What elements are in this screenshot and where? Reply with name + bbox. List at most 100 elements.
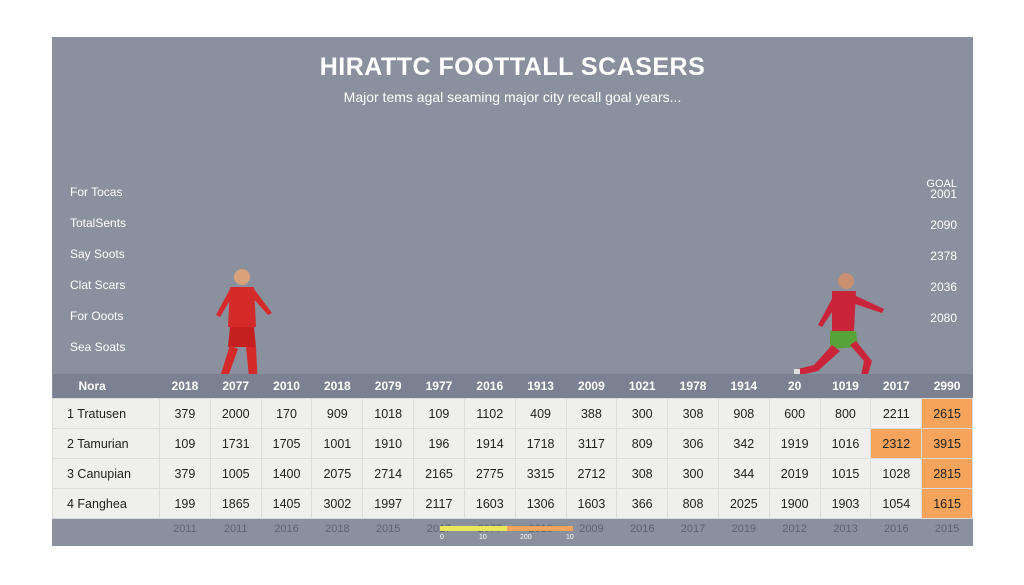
table-row: 4 Fanghea 199 1865 1405 3002 1997 2117 1603 1306…: [52, 488, 973, 519]
table-cell: 300: [616, 398, 669, 429]
table-cell: 2775: [463, 458, 516, 489]
table-cell: 344: [717, 458, 770, 489]
table-cell: 2025: [717, 488, 770, 519]
infographic-panel: HIRATTC FOOTTALL SCASERS Major tems agal…: [52, 37, 973, 546]
column-header: 1977: [413, 374, 465, 399]
footer-year: 2012: [769, 518, 821, 539]
table-cell: 1005: [209, 458, 262, 489]
table-cell: 3315: [514, 458, 567, 489]
left-label: For Ooots: [70, 309, 124, 323]
goal-value: 2001: [930, 187, 957, 201]
table-cell: 109: [413, 398, 465, 429]
table-cell: 109: [159, 428, 211, 459]
table-cell: 409: [514, 398, 567, 429]
data-table: Nora 2018 2077 2010 2018 2079 1977 2016 1913 2009…: [52, 374, 973, 539]
column-header: 2990: [921, 374, 973, 399]
table-cell: 600: [768, 398, 821, 429]
left-label: Say Soots: [70, 247, 125, 261]
table-cell: 366: [616, 488, 669, 519]
table-cell: 1018: [362, 398, 415, 429]
table-cell: 306: [667, 428, 719, 459]
footer-row: 2011201120162018201520172077201820092016…: [52, 518, 973, 539]
table-cell: 2165: [413, 458, 465, 489]
table-cell: 1028: [870, 458, 923, 489]
column-header: Nora: [52, 374, 160, 399]
table-cell: 909: [311, 398, 364, 429]
row-name: 2 Tamurian: [52, 428, 160, 459]
legend-label: 10: [479, 534, 487, 541]
table-cell: 1306: [514, 488, 567, 519]
table-cell: 800: [819, 398, 872, 429]
footer-year: 2015: [362, 518, 414, 539]
footer-year: 2017: [667, 518, 719, 539]
highlighted-cell: 2312: [870, 428, 923, 459]
table-row: 3 Canupian 379 1005 1400 2075 2714 2165 2775 331…: [52, 458, 973, 489]
legend-orange-segment: [506, 526, 573, 531]
column-header: 1914: [718, 374, 770, 399]
column-header: 2009: [566, 374, 617, 399]
footer-blank: [52, 518, 160, 539]
column-header: 2077: [210, 374, 262, 399]
goal-header: GOAL: [926, 178, 957, 190]
footer-year: 2013: [820, 518, 871, 539]
footer-year: 2016: [870, 518, 922, 539]
footer-year: 2015: [921, 518, 973, 539]
legend-yellow-segment: [440, 526, 507, 531]
table-cell: 1603: [565, 488, 618, 519]
table-cell: 1903: [819, 488, 872, 519]
table-cell: 1102: [463, 398, 516, 429]
table-cell: 199: [159, 488, 211, 519]
table-cell: 388: [565, 398, 618, 429]
footer-year: 2018: [311, 518, 363, 539]
table-cell: 379: [159, 398, 211, 429]
legend-label: 200: [520, 534, 532, 541]
table-cell: 308: [667, 398, 719, 429]
left-label: TotalSents: [70, 216, 127, 230]
table-cell: 2712: [565, 458, 618, 489]
goal-value: 2080: [930, 311, 957, 325]
table-cell: 379: [159, 458, 211, 489]
highlighted-cell: 3915: [921, 428, 973, 459]
table-cell: 1910: [362, 428, 415, 459]
table-row: 1 Tratusen 379 2000 170 909 1018 109 1102 409 388…: [52, 398, 973, 429]
legend-label: 10: [566, 534, 574, 541]
table-cell: 1603: [463, 488, 516, 519]
table-cell: 196: [413, 428, 465, 459]
table-cell: 1016: [819, 428, 872, 459]
footer-year: 2011: [210, 518, 262, 539]
row-name: 3 Canupian: [52, 458, 160, 489]
footer-year: 2019: [718, 518, 770, 539]
table-cell: 1997: [362, 488, 415, 519]
table-cell: 2117: [413, 488, 465, 519]
table-cell: 3002: [311, 488, 364, 519]
column-header: 1913: [515, 374, 566, 399]
table-cell: 3117: [565, 428, 618, 459]
table-cell: 308: [616, 458, 669, 489]
column-header: 2016: [464, 374, 516, 399]
column-header: 1978: [667, 374, 719, 399]
table-cell: 2211: [870, 398, 923, 429]
table-cell: 1718: [514, 428, 567, 459]
column-header: 2017: [870, 374, 922, 399]
left-label: For Tocas: [70, 185, 123, 199]
goal-value: 2090: [930, 218, 957, 232]
goal-value: 2036: [930, 280, 957, 294]
table-cell: 1400: [260, 458, 313, 489]
table-cell: 2019: [768, 458, 821, 489]
table-cell: 809: [616, 428, 669, 459]
highlighted-cell: 2815: [921, 458, 973, 489]
footer-year: 2011: [159, 518, 211, 539]
table-row: 2 Tamurian 109 1731 1705 1001 1910 196 1914 1718…: [52, 428, 973, 459]
left-label: Sea Soats: [70, 340, 126, 354]
footer-year: 2009: [566, 518, 617, 539]
table-cell: 2000: [209, 398, 262, 429]
table-cell: 1731: [209, 428, 262, 459]
row-name: 1 Tratusen: [52, 398, 160, 429]
column-header: 1021: [616, 374, 668, 399]
footer-year: 2016: [616, 518, 668, 539]
row-name: 4 Fanghea: [52, 488, 160, 519]
table-cell: 908: [717, 398, 770, 429]
table-cell: 1001: [311, 428, 364, 459]
legend-label: 0: [440, 534, 444, 541]
color-legend: [440, 526, 573, 531]
